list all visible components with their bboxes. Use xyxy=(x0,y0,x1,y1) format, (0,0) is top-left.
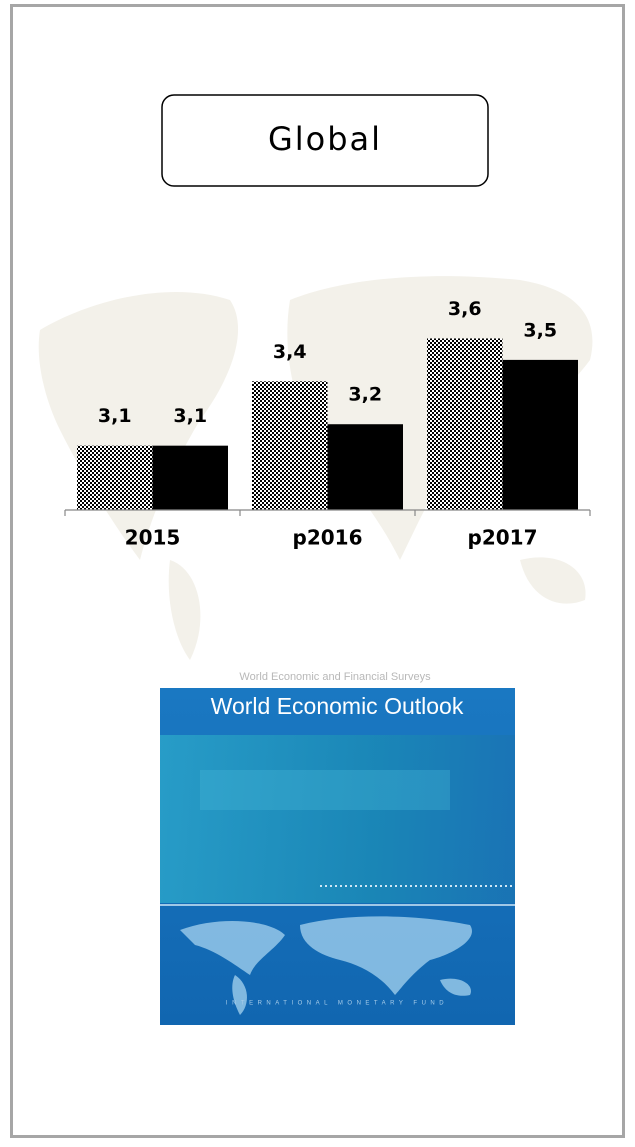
value-label: 3,4 xyxy=(273,341,307,363)
bar xyxy=(327,424,403,510)
value-label: 3,1 xyxy=(173,405,207,427)
value-label: 3,2 xyxy=(348,384,382,406)
value-label: 3,5 xyxy=(523,319,557,341)
bar xyxy=(252,381,328,510)
bar xyxy=(502,359,578,510)
cover-series: World Economic and Financial Surveys xyxy=(239,671,431,683)
value-label: 3,6 xyxy=(448,298,482,320)
bar xyxy=(427,338,503,510)
bar xyxy=(152,445,228,510)
cover xyxy=(160,688,515,1025)
x-tick-label: p2016 xyxy=(293,526,363,550)
chart-title: Global xyxy=(268,120,382,158)
cover-publisher: INTERNATIONAL MONETARY FUND xyxy=(226,1001,448,1007)
plot: 2015 3,1 3,1 p2016 3,4 3,2 p2017 3,6 3,5 xyxy=(64,298,591,550)
title-box xyxy=(161,94,489,187)
value-label: 3,1 xyxy=(98,405,132,427)
x-tick-label: 2015 xyxy=(125,526,181,550)
bar xyxy=(77,445,153,510)
x-tick-label: p2017 xyxy=(468,526,538,550)
cover-title: World Economic Outlook xyxy=(211,693,464,719)
